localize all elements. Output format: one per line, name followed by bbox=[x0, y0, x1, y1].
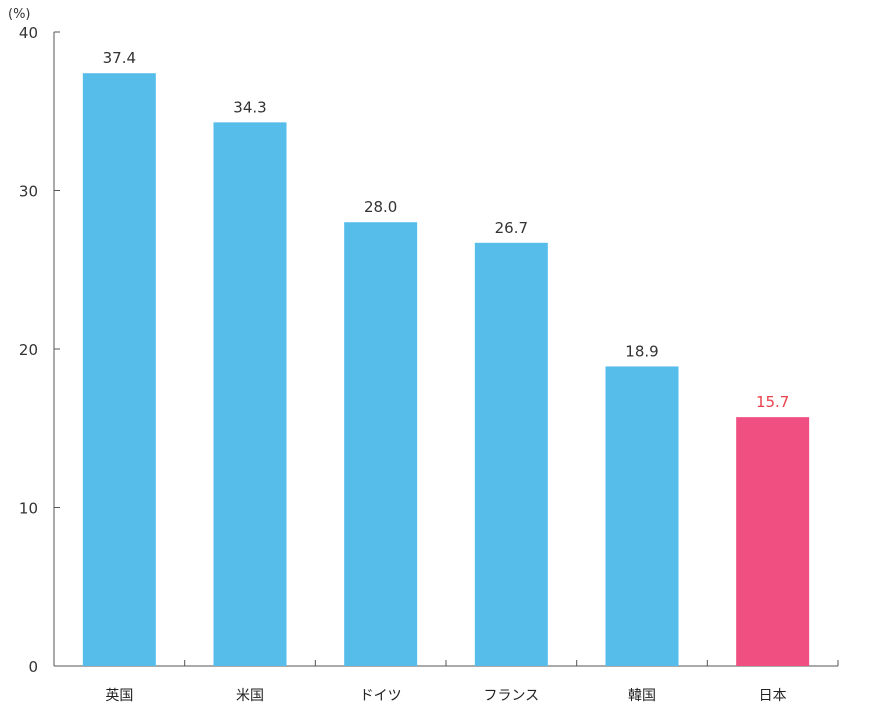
data-labels: 37.4 34.3 28.0 26.7 18.9 15.7 bbox=[103, 49, 790, 411]
y-tick-label: 30 bbox=[19, 183, 38, 201]
bar-value-label: 26.7 bbox=[495, 219, 528, 237]
bar bbox=[605, 366, 679, 666]
bars bbox=[82, 73, 810, 667]
bar bbox=[213, 122, 287, 667]
category-label: フランス bbox=[483, 688, 539, 704]
category-label: 英国 bbox=[105, 687, 133, 704]
y-tick-label: 40 bbox=[19, 24, 38, 42]
bar-value-label: 34.3 bbox=[233, 98, 266, 116]
bar-value-label: 18.9 bbox=[625, 342, 658, 360]
y-tick-label: 0 bbox=[28, 658, 38, 676]
bar-value-label: 37.4 bbox=[103, 49, 136, 67]
bar bbox=[344, 222, 418, 666]
bar bbox=[736, 417, 810, 666]
category-label: 日本 bbox=[759, 688, 787, 704]
category-label: 米国 bbox=[236, 688, 264, 704]
y-axis: 0 10 20 30 40 bbox=[19, 24, 60, 676]
x-axis bbox=[54, 660, 839, 667]
bar bbox=[474, 242, 548, 666]
y-tick-label: 10 bbox=[19, 500, 38, 518]
category-label: ドイツ bbox=[360, 688, 402, 704]
y-tick-label: 20 bbox=[19, 341, 38, 359]
bar-value-label: 28.0 bbox=[364, 198, 397, 216]
bar bbox=[82, 73, 156, 666]
category-labels: 英国 米国 ドイツ フランス 韓国 日本 bbox=[105, 687, 786, 704]
bar-value-label: 15.7 bbox=[756, 393, 789, 411]
y-axis-unit-label: (%) bbox=[8, 7, 31, 22]
category-label: 韓国 bbox=[628, 688, 656, 704]
